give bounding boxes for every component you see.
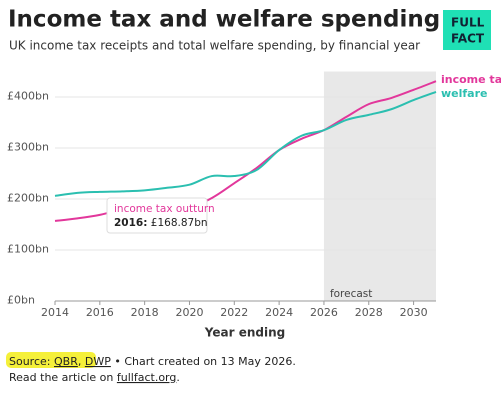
line [54, 90, 437, 197]
article-text: Read the article on [9, 371, 113, 384]
x-tick-label: 2016 [86, 306, 114, 319]
tooltip-value: £168.87bn [151, 217, 208, 229]
y-tick-label: £0bn [7, 294, 35, 307]
tooltip-text: 2016: £168.87bn [114, 217, 208, 229]
y-tick-label: £300bn [7, 141, 49, 154]
x-tick-label: 2020 [175, 306, 203, 319]
y-tick-label: £400bn [7, 90, 49, 103]
tooltip-x: 2016: [114, 217, 147, 229]
x-tick-label: 2030 [400, 306, 428, 319]
x-tick-label: 2026 [310, 306, 338, 319]
tooltip-box [106, 197, 208, 234]
source-separator: , [78, 355, 82, 368]
plot: forecast £0bn £100bn £200bn £300bn £400bn 2014… [7, 71, 501, 319]
footer-note: • Chart created on 13 May 2026. [114, 355, 296, 368]
x-axis-label: Year ending [204, 326, 285, 340]
series-label: income tax [441, 73, 501, 86]
forecast-region [323, 71, 436, 301]
tooltip-title: income tax outturn [114, 203, 215, 215]
source-highlight [6, 352, 96, 368]
tooltip: income tax outturn 2016: £168.87bn [106, 197, 215, 234]
x-tick-label: 2022 [220, 306, 248, 319]
source-label: Source: [9, 355, 51, 368]
source-link[interactable]: QBR [54, 355, 78, 368]
logo-text: FACT [451, 32, 485, 46]
x-tick-label: 2024 [265, 306, 293, 319]
series-label: welfare [441, 87, 488, 100]
chart-title: Income tax and welfare spending [8, 7, 440, 33]
x-tick-label: 2014 [41, 306, 69, 319]
forecast-label: forecast [330, 288, 372, 300]
footer-article: Read the article on fullfact.org. [9, 371, 180, 384]
article-suffix: . [176, 371, 180, 384]
x-tick-label: 2028 [355, 306, 383, 319]
chart-subtitle: UK income tax receipts and total welfare… [9, 39, 420, 53]
x-tick-label: 2018 [131, 306, 159, 319]
logo [443, 10, 491, 50]
logo-text: FULL [451, 16, 485, 30]
y-tick-label: £100bn [7, 243, 49, 256]
source-link[interactable]: DWP [85, 355, 111, 368]
article-link[interactable]: fullfact.org [117, 371, 176, 384]
y-tick-label: £200bn [7, 192, 49, 205]
footer-source: Source: QBR, DWP • Chart created on 13 M… [9, 355, 296, 368]
